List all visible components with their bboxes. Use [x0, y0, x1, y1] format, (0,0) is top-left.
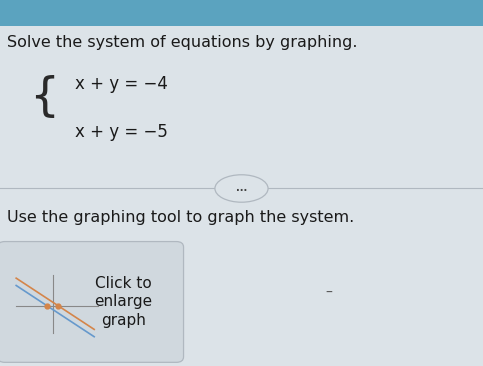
Text: –: – [325, 286, 332, 300]
Text: x + y = −5: x + y = −5 [75, 123, 168, 141]
Text: Click to: Click to [95, 276, 152, 291]
Text: Use the graphing tool to graph the system.: Use the graphing tool to graph the syste… [7, 210, 355, 225]
Text: graph: graph [101, 313, 145, 328]
Ellipse shape [215, 175, 268, 202]
FancyBboxPatch shape [0, 0, 483, 26]
FancyBboxPatch shape [0, 242, 184, 362]
Text: {: { [29, 75, 59, 120]
Text: x + y = −4: x + y = −4 [75, 75, 168, 93]
Text: enlarge: enlarge [94, 295, 152, 309]
Text: ...: ... [236, 183, 247, 194]
Text: Solve the system of equations by graphing.: Solve the system of equations by graphin… [7, 35, 358, 50]
